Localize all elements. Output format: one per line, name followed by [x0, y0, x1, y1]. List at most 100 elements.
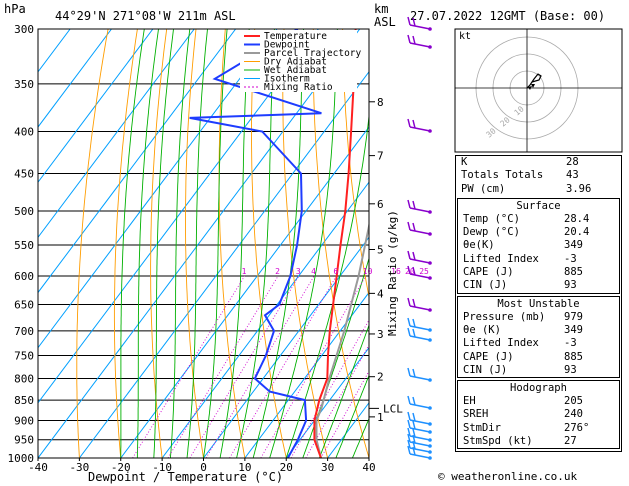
wind-barb-base: [428, 308, 432, 312]
pressure-tick-label: 500: [14, 205, 34, 218]
wet-adiabat-line: [335, 374, 369, 458]
wind-barb-base: [428, 45, 432, 49]
wind-barb: [409, 325, 431, 331]
isotherm-line: [38, 29, 237, 294]
wet-adiabat-line: [219, 29, 250, 458]
isotherm-line: [161, 181, 369, 458]
wind-barb-feather: [407, 118, 411, 128]
wind-barb-feather: [407, 265, 411, 275]
wind-barb: [409, 453, 431, 459]
wind-barb-feather: [407, 16, 411, 26]
wind-barb-feather: [407, 439, 411, 449]
isotherm-line: [38, 29, 71, 73]
hpa-unit-label: hPa: [4, 2, 26, 16]
pressure-tick-label: 700: [14, 325, 34, 338]
pressure-tick-label: 1000: [8, 452, 35, 465]
pressure-tick-label: 800: [14, 372, 34, 385]
mixing-ratio-line: [229, 275, 337, 458]
dry-adiabat-line: [218, 29, 246, 458]
wind-barb-feather: [412, 434, 416, 444]
legend: Temperature Dewpoint Parcel Trajectory D…: [240, 30, 362, 93]
hodograph-storm-marker: [528, 86, 532, 90]
wind-barb-feather: [412, 222, 416, 232]
wet-adiabat-line: [120, 29, 145, 458]
wind-barb-feather: [412, 412, 416, 422]
mixing-ratio-line: [132, 275, 245, 458]
wind-barb-base: [428, 456, 432, 460]
km-tick-label: 1: [377, 411, 384, 424]
wind-barb-feather: [407, 367, 411, 377]
index-value: 28: [566, 156, 579, 168]
km-tick-label: 7: [377, 150, 384, 163]
wind-barb: [409, 42, 431, 48]
index-name: K: [461, 156, 468, 168]
hodograph-unit: kt: [459, 31, 471, 42]
x-tick-label: -30: [69, 461, 89, 474]
mixing-ratio-line: [320, 370, 369, 458]
mixing-ratio-line: [167, 275, 279, 458]
wind-barb-feather: [407, 327, 411, 337]
mixing-ratio-label: 4: [311, 267, 316, 276]
wind-barb-feather: [412, 318, 416, 328]
legend-dewpoint: Dewpoint: [264, 40, 310, 51]
dry-adiabat-line: [185, 29, 204, 458]
wind-barb: [409, 273, 431, 279]
x-tick-label: 10: [238, 461, 251, 474]
wind-barb-feather: [407, 221, 411, 231]
wind-barb-feather: [407, 199, 411, 209]
wind-barb-base: [428, 378, 432, 382]
wind-barb-feather: [412, 420, 416, 430]
wind-barb: [409, 258, 431, 264]
wet-adiabat-line: [203, 29, 228, 458]
mixing-ratio-axis-title: Mixing Ratio (g/kg): [386, 210, 399, 336]
mixing-ratio-label: 3: [296, 267, 301, 276]
wind-barb-base: [428, 210, 432, 214]
wet-adiabat-line: [153, 29, 174, 458]
km-tick-label: 5: [377, 243, 384, 256]
pressure-tick-label: 350: [14, 78, 34, 91]
mixing-ratio-line: [189, 275, 300, 458]
wind-barb-feather: [407, 419, 411, 429]
wind-barb-feather: [412, 200, 416, 210]
wet-adiabat-line: [252, 29, 305, 458]
dry-adiabat-line: [342, 29, 369, 300]
footer-credit[interactable]: © weatheronline.co.uk: [438, 470, 578, 483]
wind-barb-feather: [407, 411, 411, 421]
dry-adiabat-line: [251, 29, 287, 458]
x-tick-label: -20: [111, 461, 131, 474]
wind-barb-feather: [412, 266, 416, 276]
legend-isotherm: Isotherm: [264, 74, 310, 85]
isotherm-line: [203, 236, 369, 458]
x-tick-label: 30: [321, 461, 334, 474]
pressure-tick-label: 550: [14, 239, 34, 252]
isotherm-line: [38, 29, 112, 128]
pressure-tick-label: 650: [14, 299, 34, 312]
wind-barb: [409, 24, 431, 30]
wind-barb-base: [428, 276, 432, 280]
wind-barb-base: [428, 450, 432, 454]
wind-barb-base: [428, 27, 432, 31]
wind-barb-feather: [412, 328, 416, 338]
wet-adiabat-line: [269, 29, 338, 458]
wind-barb-base: [428, 422, 432, 426]
dewpoint-line: [189, 29, 322, 458]
index-value: 43: [566, 169, 579, 182]
index-name: Totals Totals: [461, 169, 544, 182]
km-tick-label: 4: [377, 287, 384, 300]
background-lines: [38, 29, 369, 458]
axes: 1234610162025300350400450500550600650700…: [8, 23, 430, 474]
x-tick-label: 0: [200, 461, 207, 474]
pressure-tick-label: 750: [14, 349, 34, 362]
wind-barb-feather: [407, 250, 411, 260]
plot-frame: [37, 28, 370, 459]
km-tick-label: 6: [377, 198, 384, 211]
station-info: 44°29'N 271°08'W 211m ASL: [55, 9, 236, 23]
wind-barb-base: [428, 232, 432, 236]
wind-barb-feather: [407, 427, 411, 437]
pressure-tick-label: 950: [14, 434, 34, 447]
most-unstable-title: Most Unstable: [497, 297, 580, 310]
wind-barb: [409, 305, 431, 311]
datetime-label: 27.07.2022 12GMT (Base: 00): [410, 9, 605, 23]
dry-adiabat-line: [150, 29, 168, 458]
x-tick-label: -40: [28, 461, 48, 474]
